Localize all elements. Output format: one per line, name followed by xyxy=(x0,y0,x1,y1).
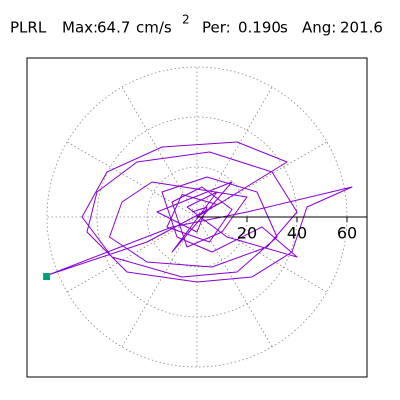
grid-spoke xyxy=(66,141,198,218)
grid-spoke xyxy=(66,216,198,293)
max-value: 64.7 xyxy=(97,19,130,37)
grid-spoke xyxy=(196,216,273,348)
angle-caption: Ang: xyxy=(302,19,336,37)
max-caption: Max: xyxy=(62,19,98,37)
grid-spoke xyxy=(121,86,198,218)
trajectory xyxy=(49,141,353,283)
r-tick-label: 60 xyxy=(337,224,357,243)
r-tick-label: 20 xyxy=(237,224,257,243)
max-unit: cm/s xyxy=(136,19,172,37)
max-marker xyxy=(43,273,51,281)
unit-exponent: 2 xyxy=(182,13,190,27)
grid-spoke xyxy=(196,216,328,293)
r-tick-label: 40 xyxy=(287,224,307,243)
period-caption: Per: xyxy=(202,19,231,37)
period-value: 0.190 xyxy=(238,19,281,37)
station-label: PLRL xyxy=(10,19,47,37)
angle-value: 201.6 xyxy=(340,19,383,37)
grid-spoke xyxy=(196,141,328,218)
period-unit: s xyxy=(280,19,288,37)
